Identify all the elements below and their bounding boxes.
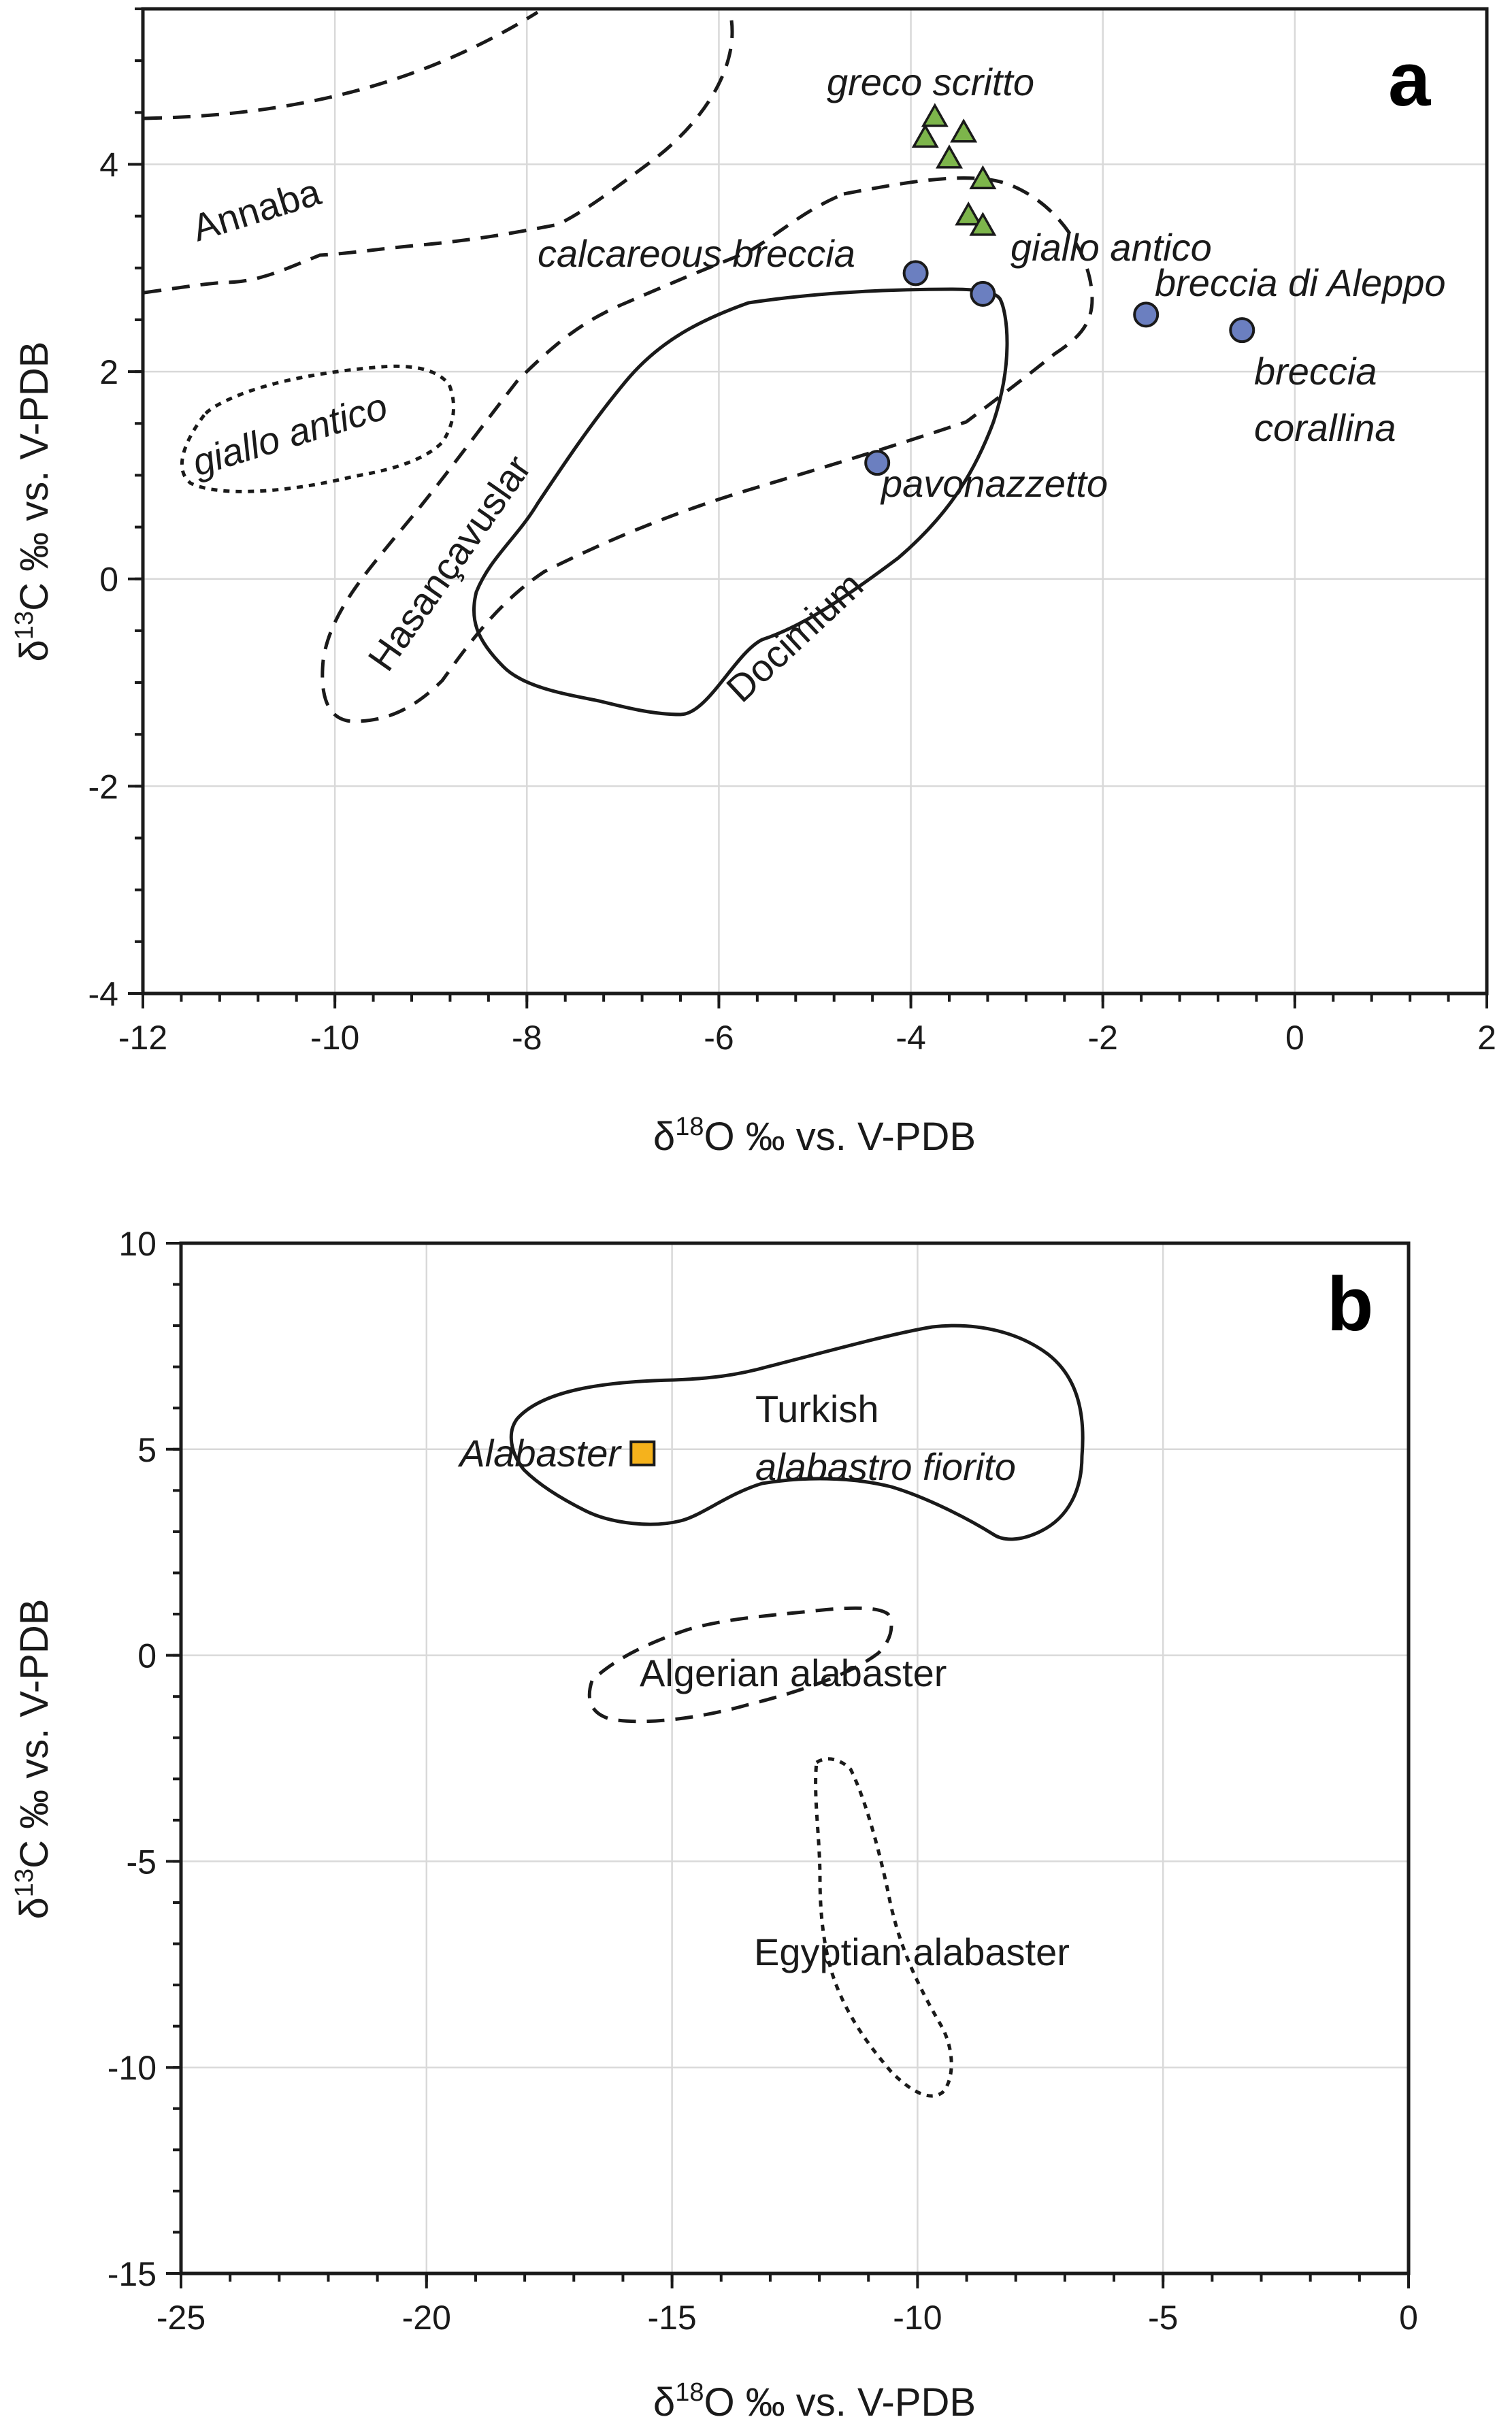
panel-b-y-axis-title: δ13C ‰ vs. V-PDB bbox=[10, 1599, 56, 1920]
x-tick-label: -6 bbox=[704, 1019, 734, 1057]
data-point-circle bbox=[864, 450, 891, 476]
egyptian-alabaster-region bbox=[814, 1757, 953, 2098]
label-hasancavuslar: Hasançavuslar bbox=[359, 447, 539, 678]
y-tick-label: 4 bbox=[99, 146, 118, 184]
x-tick-label: 0 bbox=[1285, 1019, 1304, 1057]
x-tick-label: -5 bbox=[1148, 2299, 1178, 2337]
y-tick-label: 0 bbox=[137, 1637, 157, 1675]
label-breccia-corallina-line1: breccia bbox=[1254, 350, 1377, 393]
label-breccia-di-aleppo: breccia di Aleppo bbox=[1155, 261, 1446, 304]
panel-b-markers bbox=[629, 1440, 656, 1466]
data-point-triangle bbox=[955, 201, 983, 226]
panel-a-regions bbox=[144, 10, 1094, 723]
label-egyptian-alabaster: Egyptian alabaster bbox=[754, 1930, 1070, 1973]
data-point-triangle bbox=[969, 165, 997, 190]
label-docimium: Docimium bbox=[718, 563, 871, 710]
giallo-antico-region bbox=[180, 364, 456, 493]
label-algerian-alabaster: Algerian alabaster bbox=[640, 1652, 947, 1694]
panel-a-ticks: -12 -10 -8 -6 -4 -2 0 2 -4 -2 0 2 4 bbox=[88, 7, 1496, 1057]
x-tick-label: 0 bbox=[1399, 2299, 1418, 2337]
panel-a: -12 -10 -8 -6 -4 -2 0 2 -4 -2 0 2 4 greco scritto ca… bbox=[10, 7, 1496, 1159]
panel-a-x-axis-title: δ18O ‰ vs. V-PDB bbox=[653, 1113, 976, 1159]
panel-a-label: a bbox=[1388, 37, 1431, 122]
panel-b-grid bbox=[181, 1243, 1409, 2273]
y-tick-label: 5 bbox=[137, 1431, 157, 1469]
label-greco-scritto: greco scritto bbox=[827, 61, 1034, 103]
x-tick-label: 2 bbox=[1477, 1019, 1496, 1057]
y-tick-label: -10 bbox=[108, 2049, 157, 2087]
y-tick-label: -2 bbox=[88, 768, 118, 806]
panel-b: -25 -20 -15 -10 -5 0 -15 -10 -5 0 5 10 Alabaster Tu… bbox=[10, 1225, 1418, 2425]
panel-b-regions bbox=[509, 1324, 1085, 2098]
algerian-alabaster-region bbox=[587, 1606, 893, 1724]
y-tick-label: -4 bbox=[88, 975, 118, 1013]
data-point-circle bbox=[1229, 317, 1255, 344]
x-tick-label: -8 bbox=[512, 1019, 542, 1057]
docimium-region bbox=[472, 287, 1009, 717]
panel-b-x-axis-title: δ18O ‰ vs. V-PDB bbox=[653, 2378, 976, 2425]
y-tick-label: 2 bbox=[99, 353, 118, 391]
x-tick-label: -20 bbox=[402, 2299, 451, 2337]
data-point-circle bbox=[1133, 301, 1160, 328]
turkish-alabastro-fiorito-region bbox=[509, 1324, 1085, 1541]
label-alabaster: Alabaster bbox=[457, 1432, 622, 1475]
label-giallo-antico-region: giallo antico bbox=[187, 384, 392, 484]
x-tick-label: -25 bbox=[157, 2299, 206, 2337]
panel-b-plot-frame bbox=[179, 1241, 1411, 2275]
label-calcareous-breccia: calcareous breccia bbox=[538, 232, 855, 275]
data-point-triangle bbox=[935, 144, 964, 169]
x-tick-label: -10 bbox=[310, 1019, 359, 1057]
label-pavonazzetto: pavonazzetto bbox=[880, 462, 1108, 505]
panel-b-ticks: -25 -20 -15 -10 -5 0 -15 -10 -5 0 5 10 bbox=[108, 1225, 1418, 2337]
hasancavuslar-region bbox=[321, 176, 1094, 723]
panel-a-y-axis-title: δ13C ‰ vs. V-PDB bbox=[10, 342, 56, 662]
label-giallo-antico-point: giallo antico bbox=[1010, 226, 1212, 269]
y-tick-label: 10 bbox=[118, 1225, 157, 1263]
x-tick-label: -10 bbox=[893, 2299, 942, 2337]
label-breccia-corallina-line2: corallina bbox=[1254, 406, 1396, 449]
panel-a-grid bbox=[143, 9, 1487, 993]
data-point-triangle bbox=[950, 118, 978, 143]
data-point-triangle bbox=[911, 123, 939, 148]
annaba-region bbox=[144, 10, 734, 295]
x-tick-label: -12 bbox=[118, 1019, 167, 1057]
data-point-circle bbox=[970, 280, 996, 307]
data-point-triangle bbox=[969, 212, 997, 236]
y-tick-label: -15 bbox=[108, 2255, 157, 2293]
y-tick-label: 0 bbox=[99, 561, 118, 599]
label-annaba: Annaba bbox=[187, 170, 326, 250]
data-point-circle bbox=[902, 260, 929, 286]
panel-a-plot-frame bbox=[141, 7, 1489, 996]
x-tick-label: -15 bbox=[647, 2299, 696, 2337]
label-turkish-line1: Turkish bbox=[755, 1387, 879, 1430]
data-point-square bbox=[629, 1440, 656, 1466]
x-tick-label: -2 bbox=[1087, 1019, 1117, 1057]
data-point-triangle bbox=[921, 103, 949, 127]
label-turkish-line2: alabastro fiorito bbox=[755, 1445, 1016, 1488]
x-tick-label: -4 bbox=[895, 1019, 925, 1057]
y-tick-label: -5 bbox=[127, 1843, 157, 1881]
panel-a-markers bbox=[864, 103, 1255, 476]
panel-b-label: b bbox=[1327, 1262, 1373, 1347]
